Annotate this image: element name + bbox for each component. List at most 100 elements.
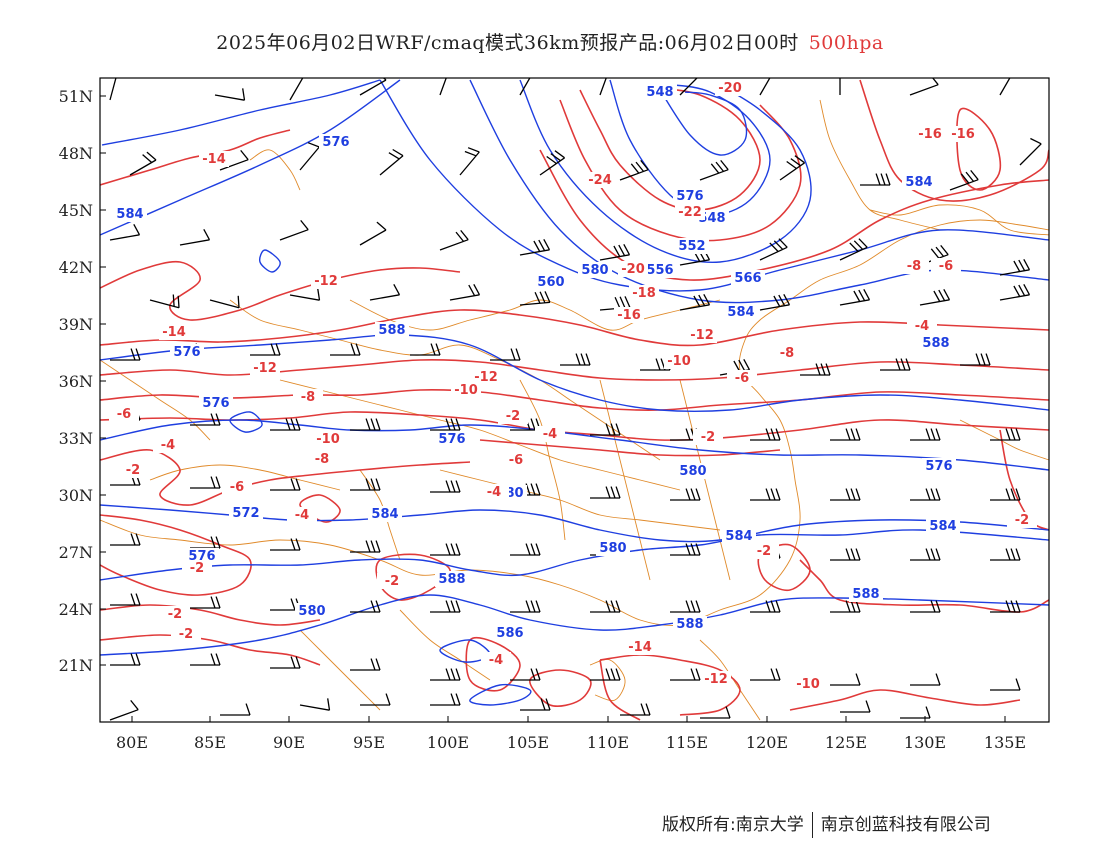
wind-barb — [960, 353, 991, 366]
wind-barb — [299, 142, 320, 171]
wind-barb — [214, 88, 246, 101]
label-backdrop — [171, 626, 201, 642]
height-label: 584 — [727, 305, 754, 320]
wind-barb — [439, 78, 447, 96]
height-label: 572 — [232, 506, 259, 521]
wind-barb — [190, 476, 221, 489]
wind-barb — [590, 486, 621, 499]
wind-barb — [430, 480, 461, 493]
label-backdrop — [199, 151, 229, 167]
temperature-label: -2 — [179, 627, 193, 642]
wind-barb — [679, 78, 698, 96]
wind-barb — [880, 358, 911, 371]
wind-barb — [910, 673, 941, 686]
height-label: 588 — [922, 336, 949, 351]
label-backdrop — [479, 484, 509, 500]
height-label: 588 — [378, 323, 405, 338]
temperature-label: -20 — [718, 81, 742, 96]
wind-barb — [110, 653, 141, 666]
map-title: 2025年06月02日WRF/cmaq模式36km预报产品:06月02日00时 5… — [0, 28, 1100, 55]
height-label: 576 — [173, 345, 200, 360]
wind-barb — [590, 668, 621, 681]
wind-barb — [430, 693, 461, 706]
temperature-label: -10 — [316, 432, 340, 447]
contour-labels: 548 576 576 548 552 556 560 566 584 588 576 576 576 5… — [0, 80, 1037, 692]
wind-barb — [490, 348, 521, 361]
temperature-label: -6 — [735, 371, 749, 386]
wind-barb — [359, 221, 387, 246]
temperature-label: -2 — [168, 607, 182, 622]
wind-barb — [599, 78, 607, 96]
label-backdrop — [899, 258, 929, 274]
height-label: 580 — [581, 263, 608, 278]
temperature-label: -12 — [704, 672, 728, 687]
temperature-contour — [100, 604, 321, 626]
label-backdrop — [687, 327, 717, 343]
label-backdrop — [902, 174, 936, 190]
temperature-label: -2 — [506, 409, 520, 424]
height-contour — [379, 79, 1049, 292]
label-backdrop — [948, 126, 978, 142]
lon-tick-label: 85E — [194, 733, 226, 752]
wind-barb — [350, 540, 381, 553]
wind-barb — [519, 78, 531, 96]
wind-barb — [379, 148, 404, 176]
temperature-contour — [539, 149, 1049, 281]
wind-barb — [990, 678, 1021, 691]
wind-barb — [779, 155, 805, 181]
wind-barb — [750, 600, 781, 613]
label-backdrop — [435, 431, 469, 447]
wind-barb — [990, 548, 1021, 561]
lat-tick-label: 21N — [59, 656, 93, 675]
lon-tick-label: 80E — [116, 733, 148, 752]
label-backdrop — [693, 429, 723, 445]
lat-tick-label: 48N — [59, 144, 93, 163]
label-backdrop — [722, 528, 756, 544]
wind-barb — [270, 656, 301, 669]
wind-barb — [830, 548, 861, 561]
label-backdrop — [250, 360, 280, 376]
label-backdrop — [451, 382, 481, 398]
temperature-label: -8 — [301, 390, 315, 405]
wind-barb — [430, 668, 461, 681]
label-backdrop — [922, 458, 956, 474]
label-backdrop — [229, 505, 263, 521]
temperature-contour — [956, 107, 1002, 191]
height-label: 576 — [676, 189, 703, 204]
wind-barb — [830, 600, 861, 613]
label-backdrop — [585, 172, 615, 188]
lat-tick-label: 27N — [59, 543, 93, 562]
temperature-label: -10 — [667, 354, 691, 369]
wind-barb — [410, 343, 441, 356]
wind-barb — [990, 600, 1021, 613]
label-backdrop — [222, 479, 252, 495]
temperature-label: -8 — [907, 259, 921, 274]
label-backdrop — [675, 204, 705, 220]
temperature-label: -4 — [543, 427, 557, 442]
temperature-label: -4 — [161, 438, 175, 453]
wind-barb — [830, 673, 861, 686]
wind-barb — [919, 288, 951, 306]
wind-barb — [519, 291, 551, 306]
label-backdrop — [501, 452, 531, 468]
wind-barb — [299, 698, 331, 711]
wind-barb — [289, 78, 304, 101]
wind-barb — [990, 488, 1021, 501]
wind-barb — [289, 288, 321, 301]
lat-tick-label: 42N — [59, 258, 93, 277]
label-backdrop — [919, 335, 953, 351]
label-backdrop — [724, 304, 758, 320]
boundary-line — [149, 464, 341, 491]
temperature-label: -8 — [315, 452, 329, 467]
height-label: 584 — [0, 653, 18, 668]
label-backdrop — [375, 322, 409, 338]
height-label: 576 — [438, 432, 465, 447]
wind-barb — [430, 418, 461, 431]
wind-barb — [590, 600, 621, 613]
wind-barb — [759, 78, 771, 96]
wind-barb — [449, 283, 481, 301]
label-backdrop — [643, 262, 677, 278]
label-backdrop — [715, 80, 745, 96]
lat-tick-label: 45N — [59, 201, 93, 220]
